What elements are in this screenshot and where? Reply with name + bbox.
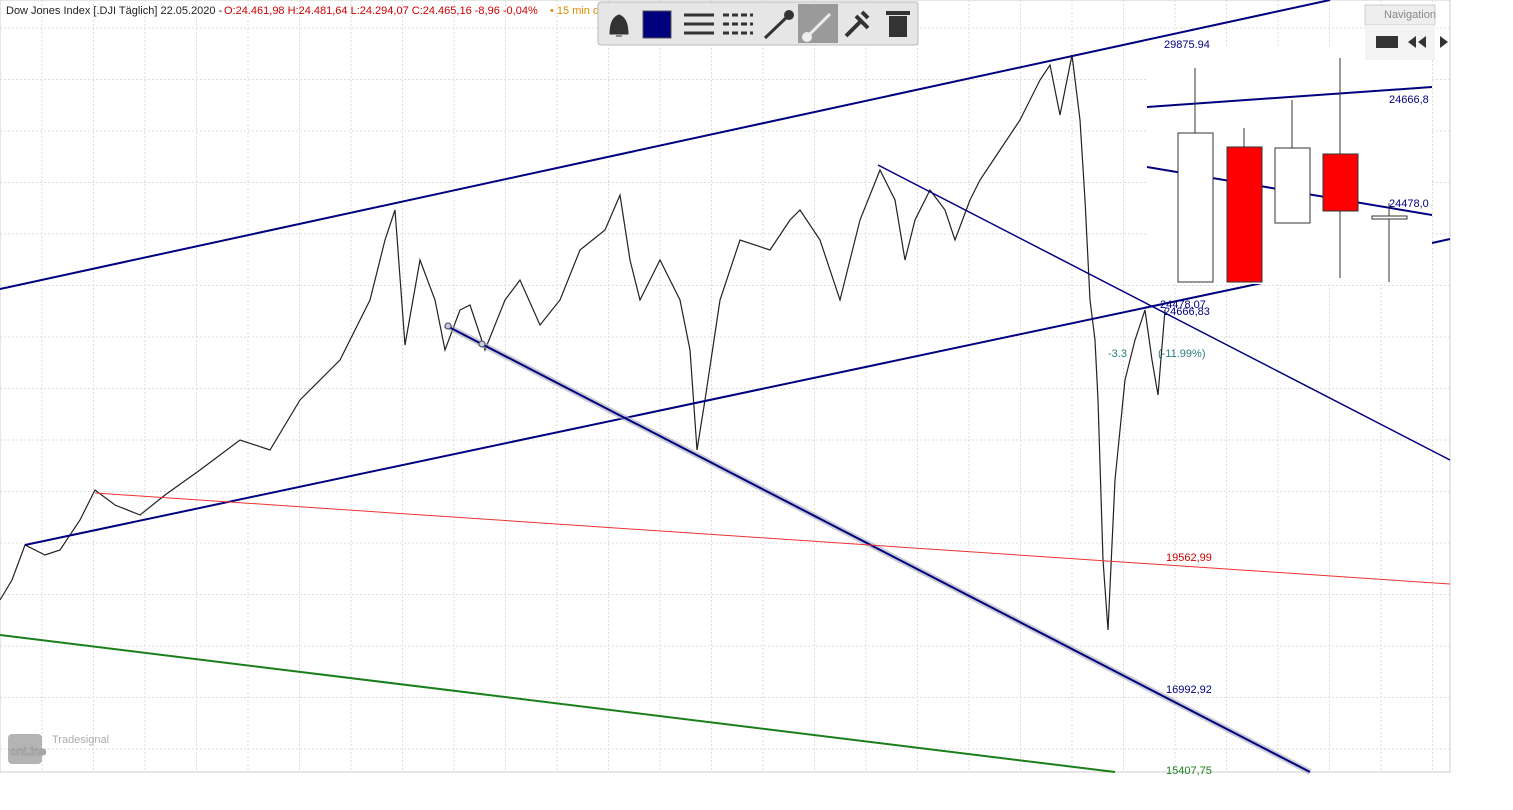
line-label: 24478,07: [1160, 299, 1206, 311]
nav-label: 24478,0: [1389, 198, 1429, 210]
line-label: 16992,92: [1166, 684, 1212, 696]
toolbar: [597, 1, 919, 46]
line-handle[interactable]: [444, 322, 452, 330]
delete-button[interactable]: [886, 11, 910, 37]
measure-label: -3.3: [1108, 348, 1127, 360]
navigation-panel: Navigation 29875.94 24666,8 24478,0: [1146, 4, 1448, 284]
line-label: 24666,83: [1164, 306, 1210, 318]
lower-channel-line[interactable]: [24, 282, 1263, 546]
line-style-button[interactable]: [723, 13, 753, 35]
nav-label: 24666,8: [1389, 94, 1429, 106]
logo-name: onLine: [10, 746, 46, 758]
color-button[interactable]: [642, 10, 672, 39]
line-tool-button[interactable]: [763, 10, 794, 40]
instrument-label: Dow Jones Index [.DJI Täglich] 22.05.202…: [6, 5, 223, 17]
nav-label: 29875.94: [1164, 39, 1210, 51]
logo-brand: Tradesignal: [52, 734, 109, 746]
measure-label: (-11.99%): [1158, 348, 1205, 360]
channel-extension: [1431, 238, 1451, 244]
settings-button[interactable]: [844, 10, 870, 38]
down-trend-line[interactable]: [877, 164, 1451, 461]
green-line[interactable]: [0, 634, 1116, 773]
line-handle[interactable]: [478, 340, 486, 348]
nav-candles: [1177, 58, 1408, 283]
line-width-button[interactable]: [684, 13, 714, 35]
logo: Tradesignal onLine: [8, 734, 109, 764]
upper-channel-line[interactable]: [0, 0, 1331, 290]
line-label: 15407,75: [1166, 765, 1212, 777]
ohlc-label: O:24.461,98 H:24.481,64 L:24.294,07 C:24…: [224, 5, 538, 17]
price-trace: [0, 54, 1166, 631]
alert-button[interactable]: [609, 14, 629, 37]
nav-buttons[interactable]: [1376, 36, 1448, 48]
selected-trend-line[interactable]: [444, 324, 1311, 773]
red-line[interactable]: [94, 492, 1451, 585]
interval-label: • 15 min d: [550, 5, 599, 17]
line-label: 19562,99: [1166, 552, 1212, 564]
navigation-title: Navigation: [1384, 9, 1436, 21]
